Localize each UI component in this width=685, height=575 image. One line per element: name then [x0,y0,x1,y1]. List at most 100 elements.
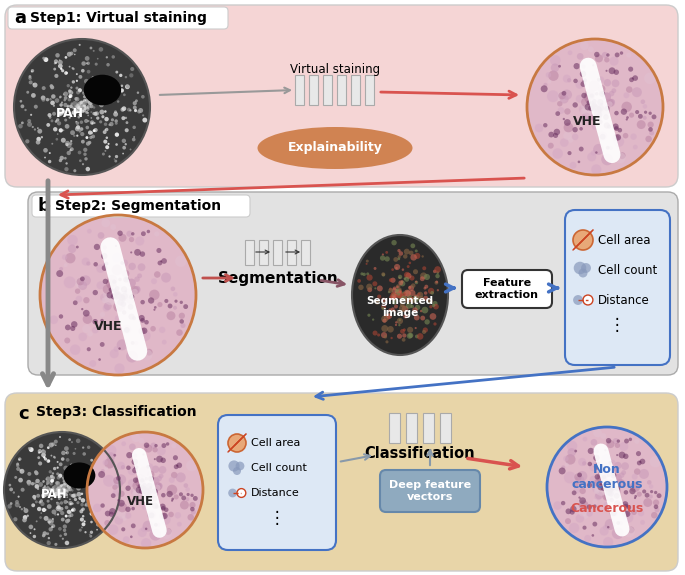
Circle shape [48,160,51,163]
Circle shape [84,79,89,84]
Text: VHE: VHE [127,495,153,508]
Circle shape [415,305,421,310]
Circle shape [398,293,402,297]
Circle shape [27,122,32,127]
Circle shape [389,278,393,282]
Circle shape [592,104,599,111]
Circle shape [65,519,69,523]
Circle shape [596,463,598,465]
Circle shape [125,512,132,519]
Circle shape [193,496,198,501]
Circle shape [583,295,593,305]
Circle shape [65,484,68,487]
Circle shape [603,501,610,508]
Circle shape [123,536,129,543]
Circle shape [605,98,614,108]
Circle shape [164,508,169,512]
Circle shape [581,114,588,122]
Circle shape [64,532,67,536]
Circle shape [150,326,156,332]
Circle shape [90,47,92,49]
Circle shape [39,451,41,454]
Circle shape [70,481,74,486]
Circle shape [18,459,20,461]
Circle shape [640,99,645,104]
Circle shape [73,135,75,137]
Circle shape [82,107,84,109]
Circle shape [81,308,84,311]
Circle shape [98,97,102,101]
Circle shape [71,489,73,492]
Text: VHE: VHE [94,320,122,333]
Circle shape [397,255,401,258]
Circle shape [95,112,99,116]
Circle shape [410,254,417,260]
Circle shape [10,488,13,491]
Circle shape [603,114,609,120]
Circle shape [423,327,428,333]
Circle shape [102,265,108,271]
Circle shape [149,512,155,518]
Circle shape [142,487,149,494]
Circle shape [65,162,68,164]
Circle shape [42,481,44,483]
Circle shape [85,98,88,101]
Circle shape [587,504,592,509]
Circle shape [543,83,547,87]
Circle shape [598,132,608,141]
Circle shape [540,85,547,92]
Circle shape [114,292,119,297]
Circle shape [53,485,58,489]
Circle shape [595,92,599,95]
Circle shape [55,53,60,58]
Circle shape [121,259,128,266]
Circle shape [592,99,597,104]
Bar [245,240,255,264]
Bar [310,75,319,105]
Circle shape [68,98,71,101]
Circle shape [96,78,98,79]
Circle shape [55,120,58,123]
Circle shape [110,82,113,85]
Circle shape [51,498,53,500]
Circle shape [82,508,85,511]
Ellipse shape [64,462,95,489]
Circle shape [577,160,580,163]
Circle shape [67,105,69,108]
Circle shape [593,107,604,118]
Circle shape [79,130,82,133]
Circle shape [121,286,127,293]
Bar [389,413,400,443]
Circle shape [421,255,424,258]
Circle shape [33,83,38,87]
Circle shape [109,122,114,126]
Circle shape [112,279,116,284]
Circle shape [103,289,114,300]
Circle shape [60,156,64,160]
Circle shape [401,269,404,271]
Circle shape [605,485,610,489]
Circle shape [51,120,53,122]
Circle shape [619,451,625,458]
Circle shape [115,71,119,74]
Circle shape [612,481,619,489]
Circle shape [84,90,86,92]
Circle shape [104,263,106,266]
Circle shape [400,298,403,301]
Circle shape [121,296,126,300]
Circle shape [97,478,99,481]
Circle shape [649,494,653,499]
Circle shape [104,516,108,520]
Bar [338,75,347,105]
Circle shape [133,286,140,294]
Circle shape [377,334,380,336]
Circle shape [88,102,92,106]
Circle shape [638,510,645,516]
Ellipse shape [84,75,121,105]
Circle shape [166,311,175,320]
Circle shape [615,479,624,488]
Circle shape [589,70,599,80]
Circle shape [95,63,98,66]
Circle shape [171,443,177,448]
Circle shape [92,76,95,79]
